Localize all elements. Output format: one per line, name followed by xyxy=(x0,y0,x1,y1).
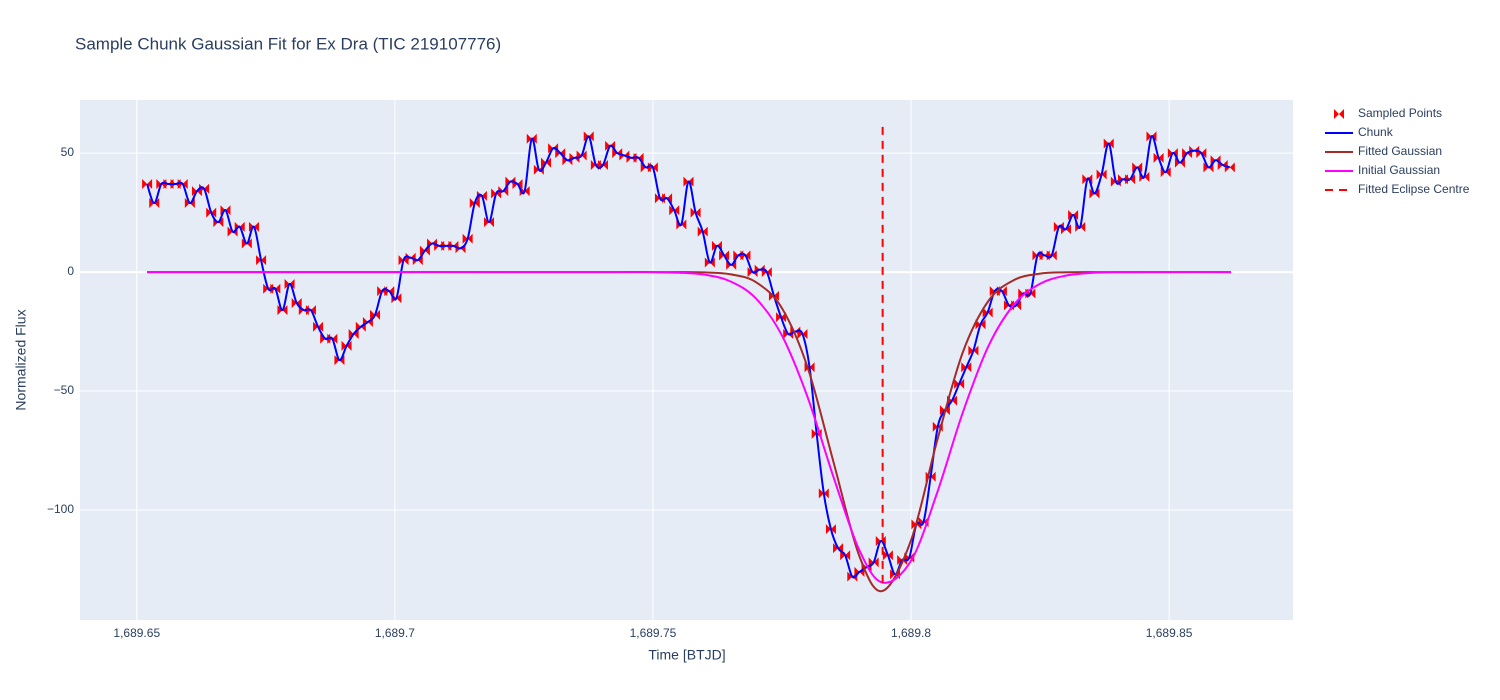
legend-text[interactable]: Initial Gaussian xyxy=(1358,163,1440,177)
x-tick-label: 1,689.65 xyxy=(113,626,160,640)
legend-item[interactable]: Chunk xyxy=(1325,125,1394,139)
y-tick-label: −50 xyxy=(54,383,75,397)
series-line xyxy=(147,271,1232,584)
x-tick-label: 1,689.75 xyxy=(630,626,677,640)
legend-symbol xyxy=(1334,109,1344,119)
series-line xyxy=(146,135,1231,579)
legend: Sampled Points Chunk Fitted Gaussian Initia… xyxy=(1325,106,1470,196)
x-tick-label: 1,689.7 xyxy=(375,626,415,640)
y-tick-label: 0 xyxy=(67,264,74,278)
legend-item[interactable]: Sampled Points xyxy=(1334,106,1442,120)
grid: 1,689.65 1,689.7 1,689.75 1,689.8 1,689.85 50… xyxy=(47,100,1293,640)
x-tick-label: 1,689.85 xyxy=(1146,626,1193,640)
legend-item[interactable]: Initial Gaussian xyxy=(1325,163,1440,177)
chart-title: Sample Chunk Gaussian Fit for Ex Dra (TI… xyxy=(75,34,501,53)
y-axis-title: Normalized Flux xyxy=(13,309,29,410)
legend-item[interactable]: Fitted Eclipse Centre xyxy=(1325,182,1470,196)
legend-text[interactable]: Sampled Points xyxy=(1358,106,1442,120)
data-layer xyxy=(142,126,1235,593)
y-tick-label: 50 xyxy=(61,145,75,159)
legend-text[interactable]: Fitted Eclipse Centre xyxy=(1358,182,1470,196)
legend-text[interactable]: Chunk xyxy=(1358,125,1394,139)
x-axis-title: Time [BTJD] xyxy=(648,647,725,663)
legend-item[interactable]: Fitted Gaussian xyxy=(1325,144,1442,158)
legend-text[interactable]: Fitted Gaussian xyxy=(1358,144,1442,158)
y-tick-label: −100 xyxy=(47,502,74,516)
x-tick-label: 1,689.8 xyxy=(891,626,931,640)
